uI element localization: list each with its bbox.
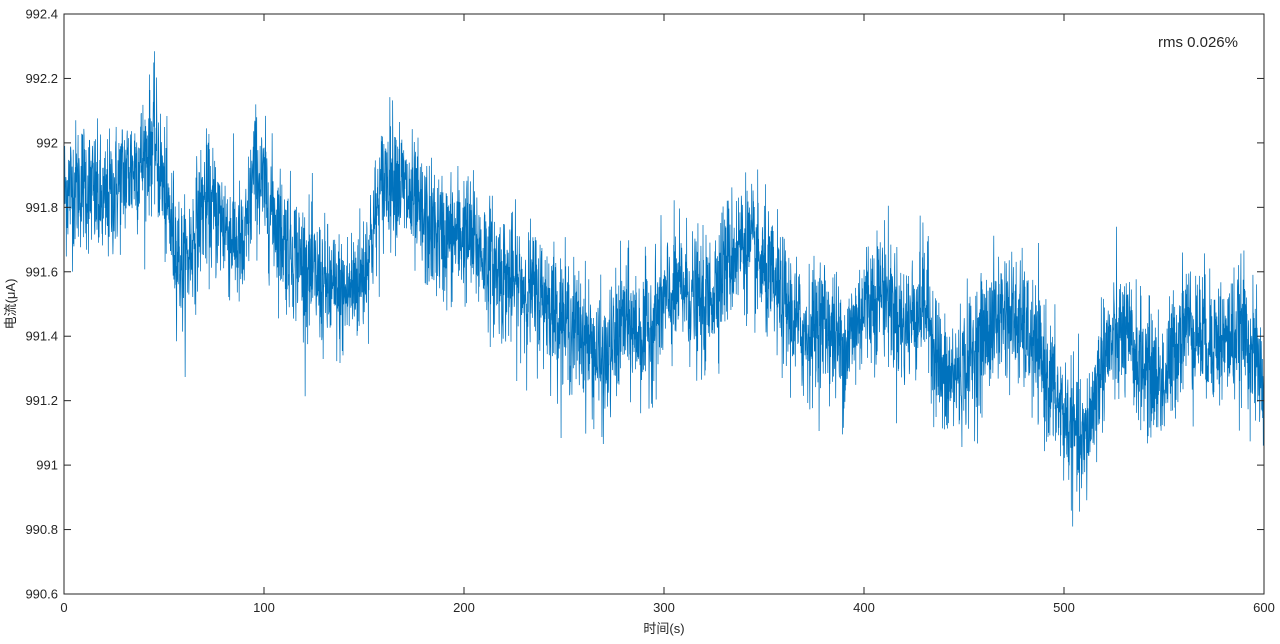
- x-tick-label: 400: [853, 600, 875, 615]
- x-tick-label: 300: [653, 600, 675, 615]
- x-tick-label: 200: [453, 600, 475, 615]
- y-tick-label: 991.6: [25, 264, 58, 279]
- y-tick-label: 990.8: [25, 522, 58, 537]
- series-line: [63, 51, 1265, 527]
- x-tick-label: 600: [1253, 600, 1275, 615]
- y-tick-label: 990.6: [25, 587, 58, 602]
- y-tick-label: 991.4: [25, 329, 58, 344]
- plot-area: [63, 51, 1265, 527]
- y-tick-label: 992: [36, 135, 58, 150]
- x-tick-label: 100: [253, 600, 275, 615]
- x-tick-label: 500: [1053, 600, 1075, 615]
- y-tick-label: 991: [36, 458, 58, 473]
- rms-annotation: rms 0.026%: [1158, 34, 1238, 51]
- y-tick-label: 991.2: [25, 393, 58, 408]
- y-tick-label: 992.2: [25, 71, 58, 86]
- y-tick-label: 992.4: [25, 7, 58, 22]
- x-axis-label: 时间(s): [643, 621, 684, 636]
- y-axis-label: 电流(μA): [3, 279, 18, 330]
- y-tick-label: 991.8: [25, 200, 58, 215]
- x-tick-label: 0: [60, 600, 67, 615]
- axes: 0 100 200 300 400 500 600 990.6 990.8 991 991.2 991…: [25, 7, 1274, 616]
